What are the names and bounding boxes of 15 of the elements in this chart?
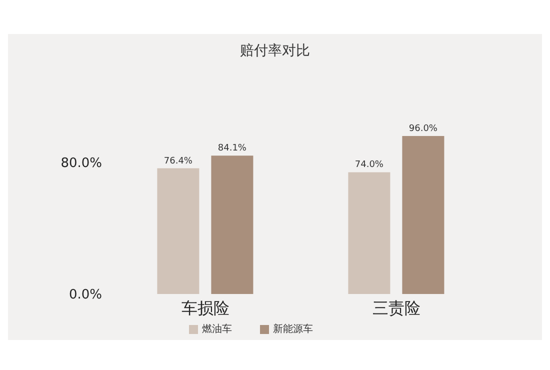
bar <box>348 172 390 294</box>
bar <box>211 156 254 294</box>
data-label: 84.1% <box>218 144 247 154</box>
legend-label: 燃油车 <box>202 324 232 335</box>
data-label: 76.4% <box>164 156 193 166</box>
bar <box>157 168 200 294</box>
x-tick-label: 三责险 <box>372 298 420 318</box>
legend-label: 新能源车 <box>273 324 313 335</box>
data-label: 74.0% <box>354 160 384 170</box>
y-tick-label: 80.0% <box>60 156 102 171</box>
bar <box>402 136 444 294</box>
chart-title: 赔付率对比 <box>239 42 311 61</box>
x-tick-label: 车损险 <box>182 298 230 318</box>
data-label: 96.0% <box>408 124 438 134</box>
y-tick-label: 0.0% <box>68 288 102 303</box>
